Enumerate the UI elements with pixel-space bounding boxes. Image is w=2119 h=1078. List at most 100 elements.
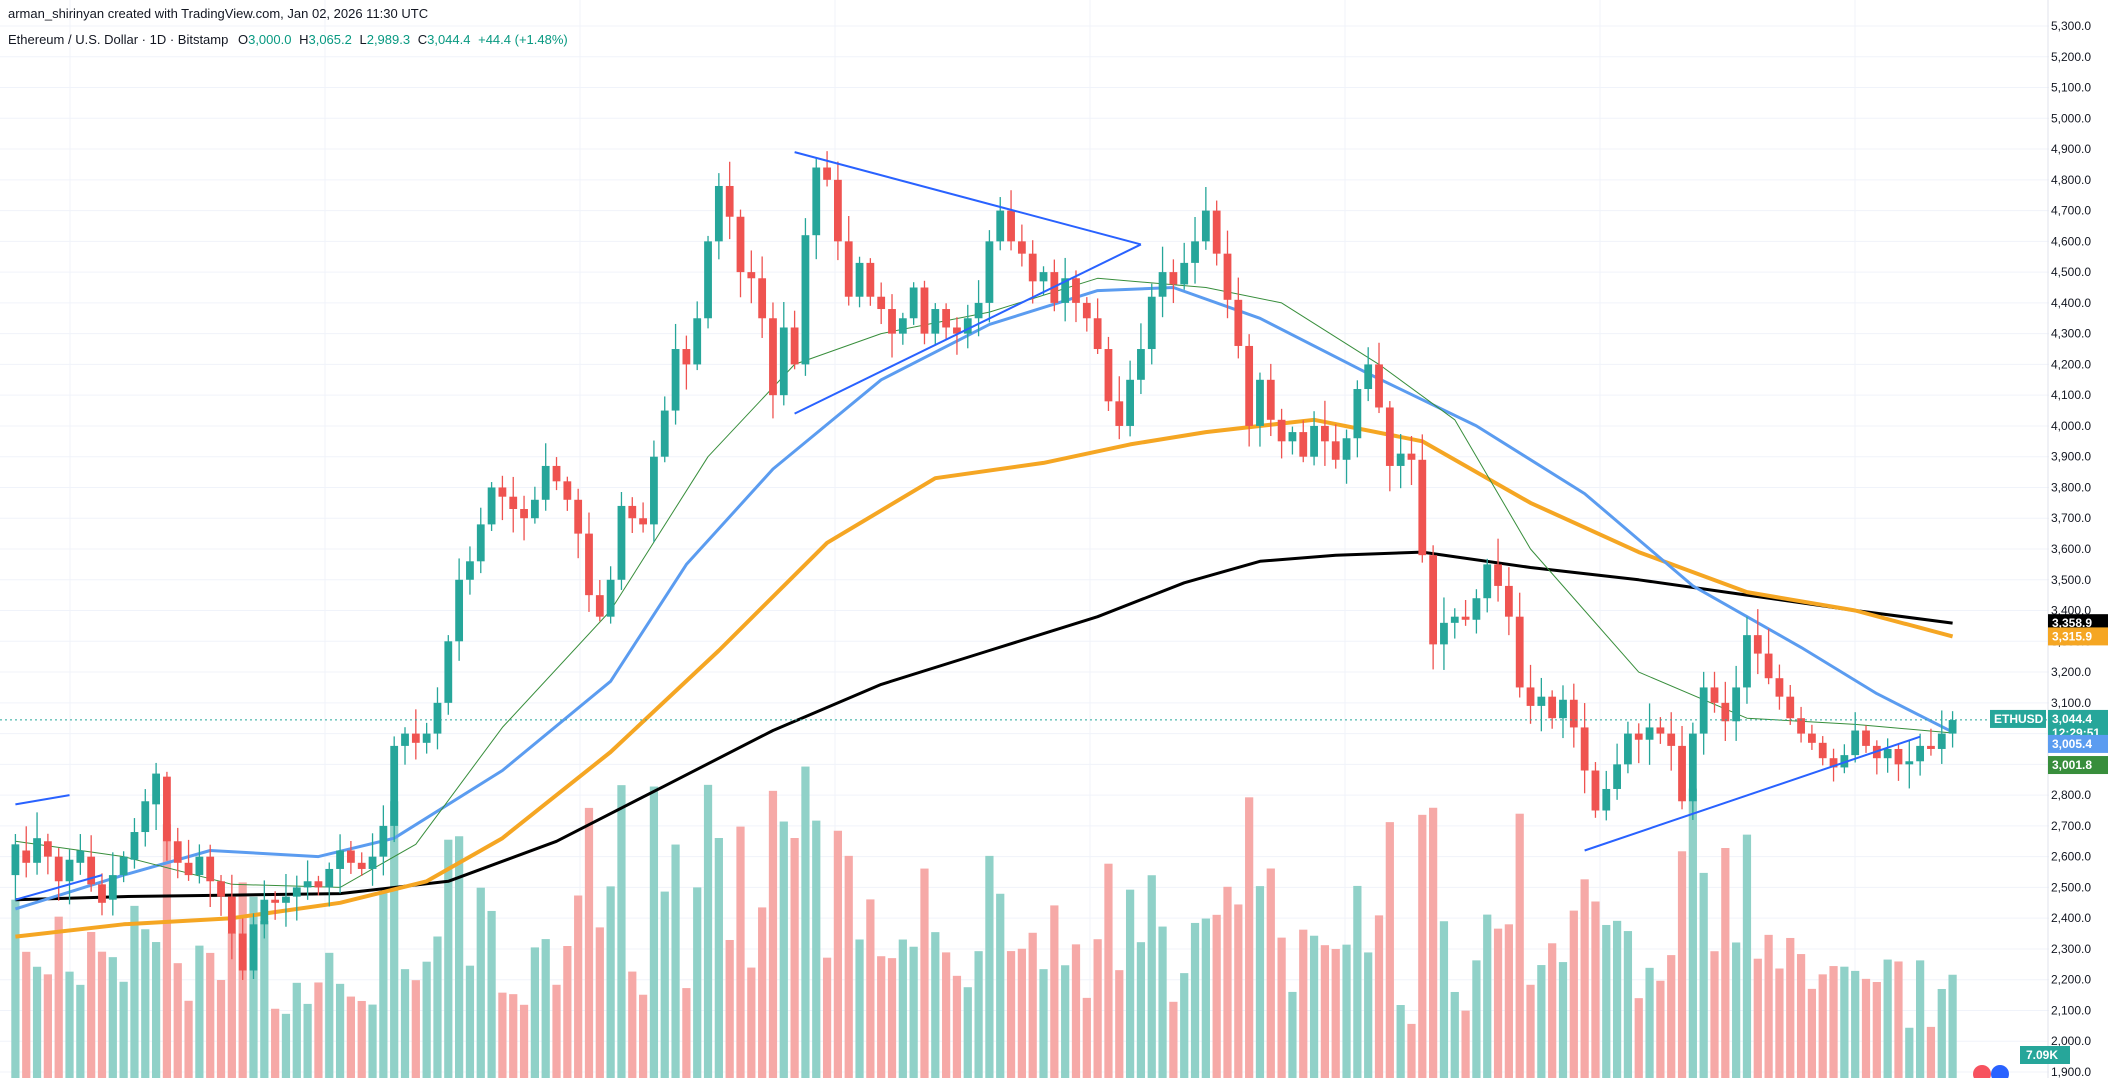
candle[interactable] (1602, 770, 1611, 821)
trendlines-layer[interactable] (15, 151, 1921, 901)
candle[interactable] (217, 874, 225, 916)
candle[interactable] (1082, 297, 1091, 332)
candle[interactable] (606, 566, 615, 624)
candles-layer[interactable] (11, 151, 1957, 981)
candle[interactable] (1396, 434, 1405, 489)
candle[interactable] (639, 502, 647, 533)
candle[interactable] (227, 874, 236, 960)
candle[interactable] (65, 849, 74, 905)
candle[interactable] (1007, 190, 1015, 251)
candle[interactable] (22, 826, 31, 878)
candle[interactable] (1753, 609, 1762, 675)
candle[interactable] (1256, 372, 1264, 447)
candle[interactable] (1537, 677, 1546, 732)
price-axis[interactable]: 1,900.0 2,000.0 2,100.0 2,200.0 2,300.0 2,400… (2047, 0, 2091, 1078)
candle[interactable] (1797, 706, 1805, 743)
candle[interactable] (1883, 738, 1892, 773)
candle[interactable] (758, 256, 767, 338)
candle[interactable] (455, 558, 464, 661)
candle[interactable] (1645, 703, 1654, 765)
candle[interactable] (1710, 671, 1719, 713)
candle[interactable] (54, 848, 63, 901)
candle[interactable] (1158, 246, 1167, 318)
candle[interactable] (411, 709, 420, 760)
candle[interactable] (942, 303, 951, 340)
candle[interactable] (736, 209, 745, 298)
candle[interactable] (303, 860, 312, 900)
candle[interactable] (1450, 608, 1459, 639)
candle[interactable] (693, 301, 702, 371)
candle[interactable] (357, 852, 366, 876)
candle[interactable] (530, 486, 539, 524)
candle[interactable] (1245, 334, 1254, 447)
candle[interactable] (1407, 435, 1416, 486)
candle[interactable] (1515, 592, 1524, 698)
candle[interactable] (585, 512, 593, 612)
candle[interactable] (1699, 671, 1708, 755)
candle[interactable] (1115, 376, 1124, 440)
candle[interactable] (347, 841, 355, 874)
candle[interactable] (1548, 690, 1557, 729)
candle[interactable] (271, 891, 280, 920)
candle[interactable] (1591, 762, 1600, 818)
candle[interactable] (1147, 283, 1156, 365)
candle[interactable] (844, 215, 853, 306)
candle[interactable] (1656, 717, 1665, 744)
candle[interactable] (379, 805, 388, 876)
candle[interactable] (1818, 736, 1827, 766)
candle[interactable] (1786, 684, 1795, 725)
candle[interactable] (1321, 400, 1329, 466)
candle[interactable] (1504, 567, 1513, 636)
candle[interactable] (790, 310, 799, 370)
candle[interactable] (779, 302, 788, 406)
trendline-early-resistance[interactable] (15, 794, 70, 806)
candle[interactable] (985, 230, 994, 323)
candle[interactable] (1277, 408, 1286, 459)
candle[interactable] (1916, 733, 1925, 776)
candle[interactable] (433, 687, 442, 750)
candle[interactable] (628, 497, 637, 534)
candle[interactable] (671, 323, 680, 425)
candle[interactable] (1201, 187, 1210, 250)
candle[interactable] (249, 913, 258, 980)
candle[interactable] (1061, 257, 1070, 322)
candle[interactable] (260, 880, 269, 939)
candle[interactable] (1840, 744, 1849, 774)
candle[interactable] (1461, 599, 1470, 626)
candle[interactable] (1288, 426, 1297, 455)
candle[interactable] (1580, 703, 1589, 794)
candle[interactable] (1353, 380, 1362, 458)
candle[interactable] (1559, 685, 1567, 739)
candle[interactable] (1234, 277, 1243, 359)
candle[interactable] (1948, 711, 1957, 748)
candle[interactable] (595, 579, 604, 622)
candle[interactable] (725, 161, 734, 240)
candle[interactable] (1613, 743, 1621, 800)
candle[interactable] (1429, 545, 1438, 670)
candle[interactable] (487, 482, 496, 531)
candle[interactable] (617, 491, 626, 590)
trendline-triangle-resistance[interactable] (794, 151, 1142, 246)
candle[interactable] (466, 546, 474, 595)
candle[interactable] (206, 844, 215, 908)
candle[interactable] (292, 875, 301, 921)
candle[interactable] (238, 918, 247, 981)
candle[interactable] (130, 818, 139, 869)
candle[interactable] (909, 282, 918, 325)
candle[interactable] (931, 303, 940, 345)
candle[interactable] (801, 218, 810, 376)
candle[interactable] (1039, 266, 1048, 296)
candle[interactable] (855, 256, 864, 308)
candle[interactable] (1072, 270, 1080, 323)
candle[interactable] (1212, 200, 1221, 266)
candle[interactable] (1017, 224, 1026, 267)
candle[interactable] (823, 151, 831, 187)
candle[interactable] (1093, 298, 1102, 355)
candle[interactable] (1743, 616, 1751, 704)
candle[interactable] (704, 235, 712, 329)
candle[interactable] (1440, 597, 1448, 670)
candle[interactable] (660, 396, 669, 463)
candle[interactable] (173, 827, 182, 879)
candle[interactable] (866, 258, 875, 306)
candle[interactable] (1126, 360, 1134, 437)
